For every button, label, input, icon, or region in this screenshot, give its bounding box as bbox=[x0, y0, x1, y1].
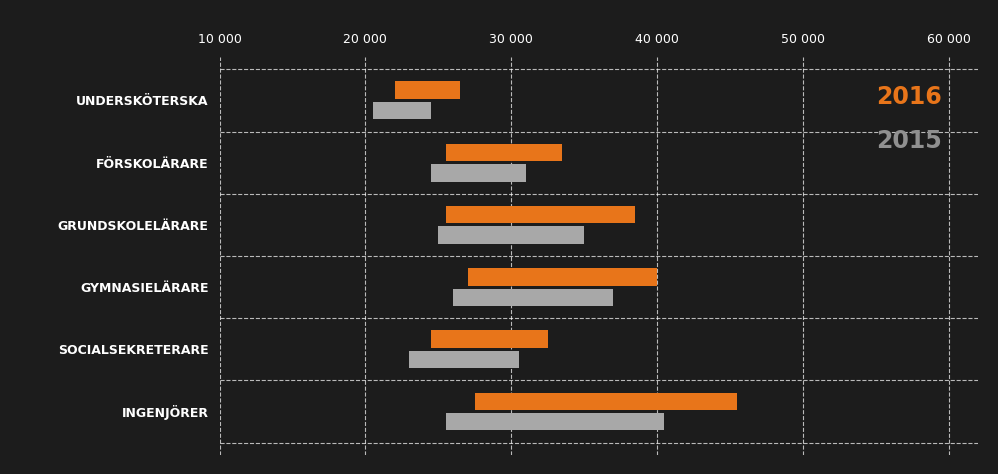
Bar bbox=[467, 268, 657, 285]
Bar bbox=[372, 102, 431, 119]
Bar bbox=[438, 227, 584, 244]
Bar bbox=[409, 351, 519, 368]
Bar bbox=[446, 206, 636, 223]
Text: 2015: 2015 bbox=[875, 128, 941, 153]
Text: 2016: 2016 bbox=[875, 85, 941, 109]
Bar bbox=[431, 330, 548, 348]
Bar bbox=[446, 144, 562, 161]
Bar bbox=[453, 289, 614, 306]
Bar bbox=[446, 413, 665, 430]
Bar bbox=[394, 82, 460, 99]
Bar bbox=[431, 164, 526, 182]
Bar bbox=[475, 392, 738, 410]
